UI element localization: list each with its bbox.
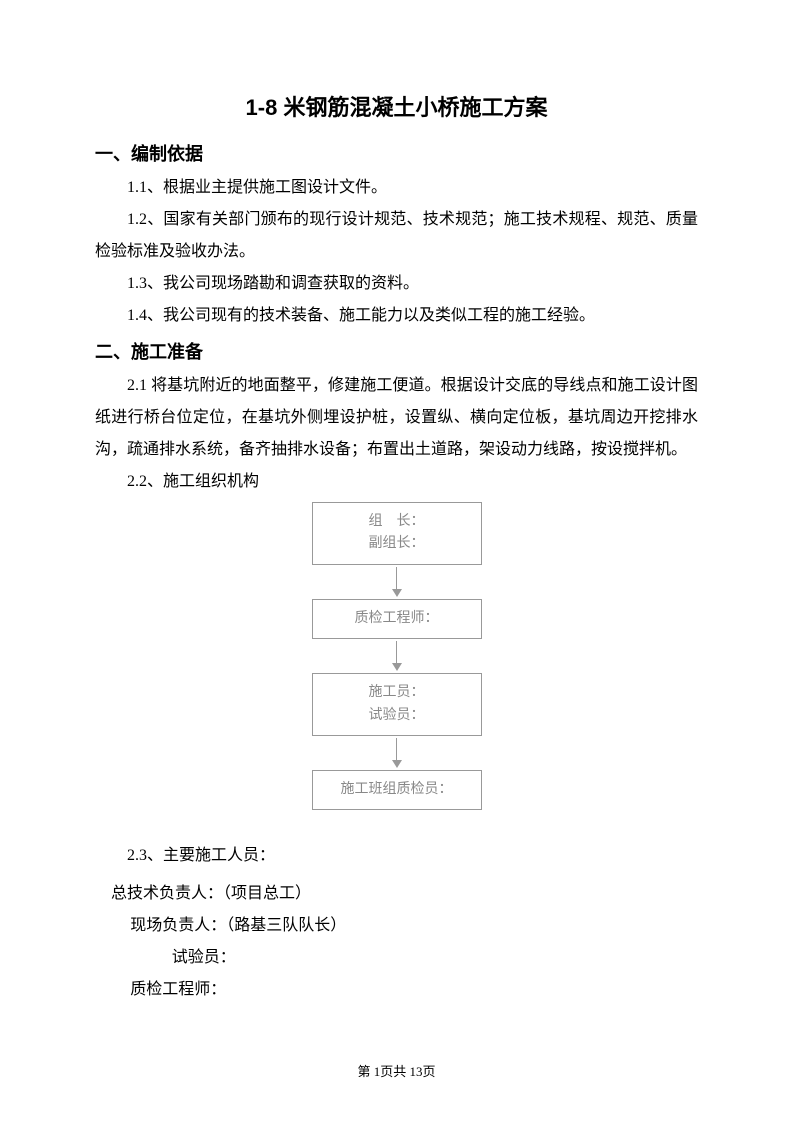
section-2-1-para: 2.1 将基坑附近的地面整平，修建施工便道。根据设计交底的导线点和施工设计图纸进…	[95, 370, 698, 466]
flow-arrow-line	[396, 641, 397, 663]
personnel-line-3: 试验员：	[95, 942, 698, 974]
flow-arrow-line	[396, 567, 397, 589]
personnel-line-2: 现场负责人：（路基三队队长）	[95, 910, 698, 942]
flow-arrow-line	[396, 738, 397, 760]
flow-node-3-line-2: 试验员：	[337, 705, 457, 727]
flow-node-3-line-1: 施工员：	[337, 682, 457, 704]
flow-node-4-line-1: 施工班组质检员：	[337, 779, 457, 801]
flow-arrow-head-icon	[392, 760, 402, 768]
flow-node-1-line-1: 组 长：	[337, 511, 457, 533]
personnel-line-4: 质检工程师：	[95, 974, 698, 1006]
flow-node-1: 组 长： 副组长：	[312, 502, 482, 565]
flow-arrow-1	[392, 567, 402, 597]
section-1-item-2: 1.2、国家有关部门颁布的现行设计规范、技术规范；施工技术规程、规范、质量检验标…	[95, 204, 698, 268]
page-footer: 第 1页共 13页	[0, 1061, 793, 1080]
section-1-heading: 一、编制依据	[95, 140, 698, 166]
page-title: 1-8 米钢筋混凝土小桥施工方案	[95, 90, 698, 122]
flow-arrow-2	[392, 641, 402, 671]
section-2-3-label: 2.3、主要施工人员：	[95, 840, 698, 872]
flow-node-3: 施工员： 试验员：	[312, 673, 482, 736]
section-1-item-3: 1.3、我公司现场踏勘和调查获取的资料。	[95, 268, 698, 300]
flow-node-1-line-2: 副组长：	[337, 533, 457, 555]
flow-node-2-line-1: 质检工程师：	[337, 608, 457, 630]
flow-arrow-head-icon	[392, 663, 402, 671]
section-2-2-label: 2.2、施工组织机构	[95, 466, 698, 498]
section-1-item-1: 1.1、根据业主提供施工图设计文件。	[95, 172, 698, 204]
flow-node-4: 施工班组质检员：	[312, 770, 482, 810]
flow-arrow-3	[392, 738, 402, 768]
personnel-line-1: 总技术负责人：（项目总工）	[95, 878, 698, 910]
flow-node-2: 质检工程师：	[312, 599, 482, 639]
flow-arrow-head-icon	[392, 589, 402, 597]
section-2-heading: 二、施工准备	[95, 338, 698, 364]
org-flowchart: 组 长： 副组长： 质检工程师： 施工员： 试验员： 施工班组质检员：	[95, 502, 698, 810]
section-1-item-4: 1.4、我公司现有的技术装备、施工能力以及类似工程的施工经验。	[95, 300, 698, 332]
personnel-list: 总技术负责人：（项目总工） 现场负责人：（路基三队队长） 试验员： 质检工程师：	[95, 878, 698, 1006]
